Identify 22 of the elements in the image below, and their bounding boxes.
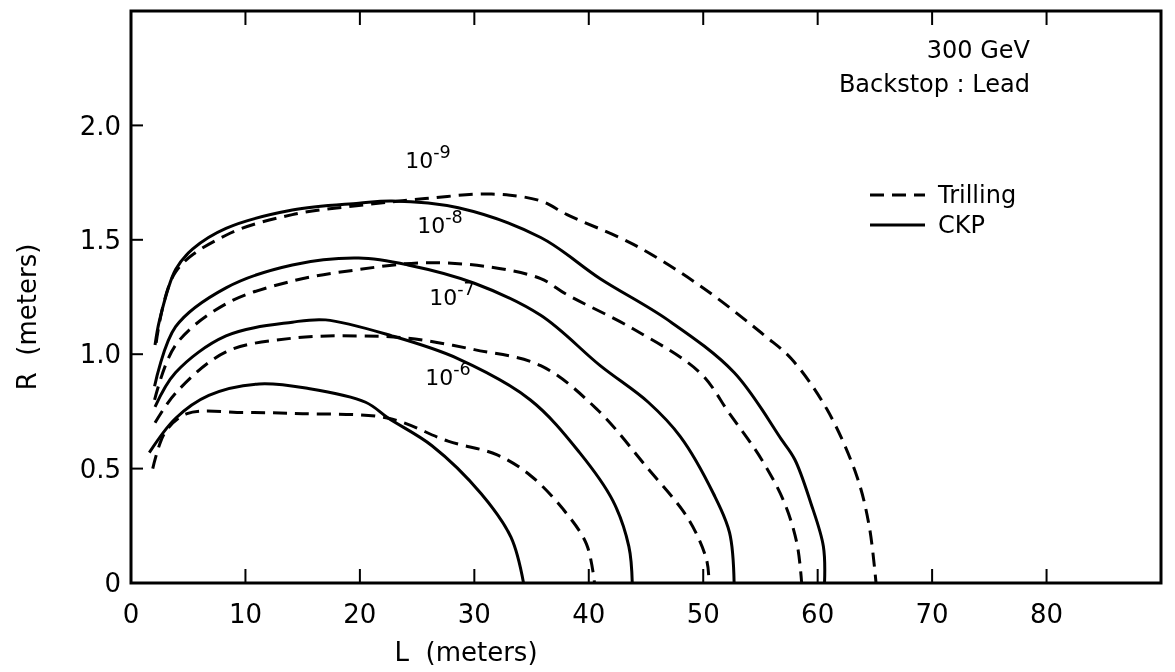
x-tick-label: 40 [572,599,606,629]
annotation: 10$^{-9}$ [405,142,451,173]
x-tick-label: 20 [343,599,377,629]
y-tick-label: 1.0 [79,339,121,370]
y-tick-label: 0 [104,568,121,599]
x-tick-label: 30 [457,599,491,629]
annotation: 10$^{-8}$ [417,207,463,238]
y-tick-label: 1.5 [79,224,121,255]
x-tick-label: 70 [915,599,949,629]
x-tick-label: 80 [1030,599,1064,629]
annotation: Backstop : Lead [838,70,1030,98]
x-tick-label: 60 [801,599,835,629]
y-tick-label: 0.5 [79,453,121,484]
legend-label: Trilling [937,181,1017,210]
x-tick-label: 10 [228,599,262,629]
x-tick-label: 50 [686,599,720,629]
legend-label: CKP [938,211,985,240]
x-axis-title: L (meters) [394,637,538,667]
y-tick-label: 2.0 [79,110,121,141]
y-axis-title: R (meters) [12,243,42,391]
x-tick-label: 0 [122,599,140,629]
annotation: 300 GeV [926,36,1031,64]
